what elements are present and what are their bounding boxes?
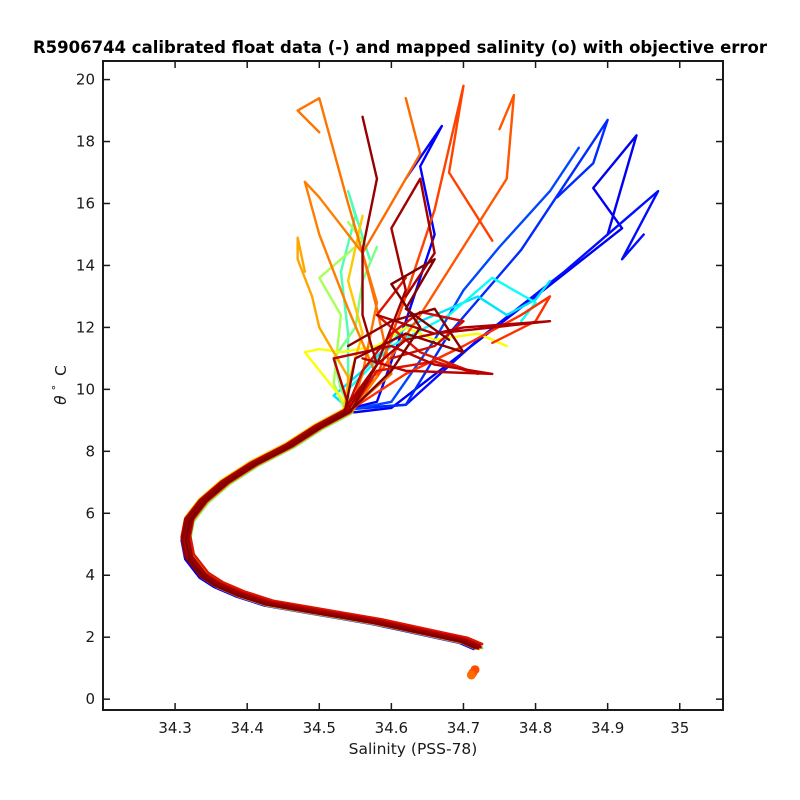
x-tick-label: 34.7 (447, 719, 480, 737)
y-axis-label-degree: ° (50, 385, 63, 391)
y-tick-label: 0 (85, 690, 95, 708)
x-tick-label: 35 (670, 719, 689, 737)
profile-line-27 (184, 258, 480, 650)
y-tick-label: 14 (76, 256, 95, 274)
y-axis-label: θ ° C (46, 365, 70, 405)
y-axis: 0 2 4 6 8 10 12 14 16 18 20 (76, 71, 723, 708)
profile-line-25 (187, 115, 482, 649)
plot-area (180, 84, 660, 680)
x-tick-label: 34.6 (375, 719, 408, 737)
y-tick-label: 16 (76, 195, 95, 213)
x-tick-label: 34.4 (230, 719, 263, 737)
x-tick-label: 34.8 (519, 719, 552, 737)
y-axis-label-symbol: θ (52, 395, 70, 405)
y-tick-label: 10 (76, 380, 95, 398)
y-tick-label: 18 (76, 133, 95, 151)
y-tick-label: 20 (76, 71, 95, 89)
x-axis-label: Salinity (PSS-78) (349, 740, 478, 758)
mapped-point-3 (466, 670, 476, 680)
axes-frame (102, 60, 724, 711)
chart-title: R5906744 calibrated float data (-) and m… (33, 38, 768, 57)
x-axis: 34.3 34.4 34.5 34.6 34.7 34.8 34.9 35 (158, 61, 689, 737)
y-tick-label: 12 (76, 318, 95, 336)
x-tick-label: 34.9 (591, 719, 624, 737)
y-tick-label: 2 (85, 628, 95, 646)
y-axis-label-unit: C (52, 365, 70, 376)
x-tick-label: 34.3 (158, 719, 191, 737)
x-tick-label: 34.5 (303, 719, 336, 737)
y-tick-label: 6 (85, 504, 95, 522)
y-tick-label: 4 (85, 566, 95, 584)
y-tick-label: 8 (85, 442, 95, 460)
